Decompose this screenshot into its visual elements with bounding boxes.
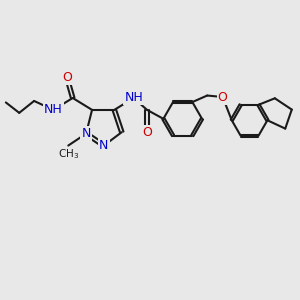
Text: O: O bbox=[62, 71, 72, 84]
Text: O: O bbox=[142, 126, 152, 139]
Text: NH: NH bbox=[124, 92, 143, 104]
Text: CH$_3$: CH$_3$ bbox=[58, 147, 79, 161]
Text: N: N bbox=[81, 127, 91, 140]
Text: N: N bbox=[99, 139, 109, 152]
Text: O: O bbox=[218, 91, 228, 103]
Text: NH: NH bbox=[44, 103, 63, 116]
